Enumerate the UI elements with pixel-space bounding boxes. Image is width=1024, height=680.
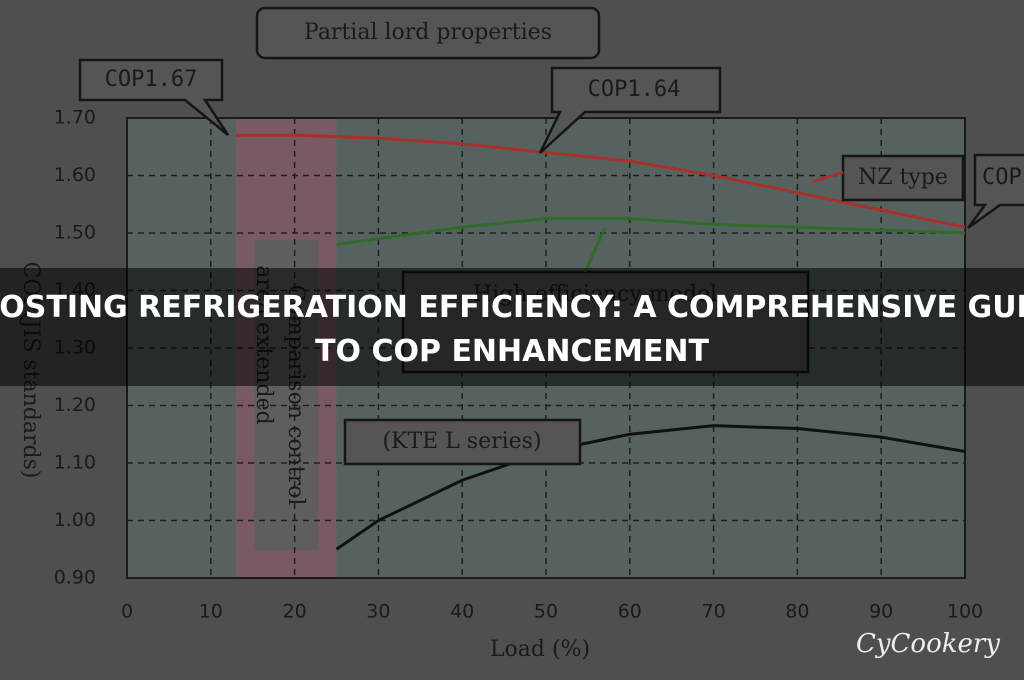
series-line bbox=[335, 424, 966, 551]
x-tick-label: 30 bbox=[366, 601, 390, 623]
x-tick-label: 80 bbox=[785, 601, 809, 623]
arrow bbox=[583, 227, 607, 273]
y-tick-label: 1.70 bbox=[54, 107, 96, 129]
watermark: CyCookery bbox=[856, 629, 1000, 659]
headline-line: BOOSTING REFRIGERATION EFFICIENCY: A COM… bbox=[0, 290, 1024, 325]
title-box bbox=[255, 6, 601, 60]
series-label-box bbox=[841, 154, 965, 202]
x-tick-label: 90 bbox=[869, 601, 893, 623]
series-label-box bbox=[343, 418, 582, 466]
y-tick-label: 1.60 bbox=[54, 164, 96, 186]
headline: BOOSTING REFRIGERATION EFFICIENCY: A COM… bbox=[0, 290, 1024, 369]
y-tick-label: 1.50 bbox=[54, 222, 96, 244]
annotation: COP1.64 bbox=[588, 77, 681, 102]
series-label: (KTE L series) bbox=[382, 429, 541, 454]
x-tick-label: 60 bbox=[618, 601, 642, 623]
callout bbox=[538, 66, 722, 154]
series-label: NZ type bbox=[858, 165, 948, 190]
x-tick-label: 50 bbox=[534, 601, 558, 623]
callout bbox=[78, 58, 230, 136]
x-tick-label: 10 bbox=[199, 601, 223, 623]
annotation: COP1.67 bbox=[105, 67, 198, 92]
y-tick-label: 1.00 bbox=[54, 509, 96, 531]
x-axis-label: Load (%) bbox=[490, 637, 590, 662]
series-line bbox=[336, 217, 966, 246]
annotation: COP bbox=[982, 165, 1022, 190]
callout bbox=[966, 153, 1024, 230]
y-tick-label: 1.10 bbox=[54, 452, 96, 474]
series-line bbox=[235, 133, 966, 229]
y-tick-label: 1.20 bbox=[54, 394, 96, 416]
x-tick-label: 20 bbox=[283, 601, 307, 623]
x-tick-label: 100 bbox=[947, 601, 983, 623]
arrow bbox=[811, 170, 844, 184]
y-tick-label: 0.90 bbox=[54, 567, 96, 589]
x-tick-label: 40 bbox=[450, 601, 474, 623]
chart-title: Partial lord properties bbox=[304, 20, 552, 45]
x-tick-label: 70 bbox=[702, 601, 726, 623]
headline-band bbox=[0, 268, 1024, 386]
x-tick-label: 0 bbox=[121, 601, 133, 623]
headline-line: TO COP ENHANCEMENT bbox=[315, 334, 709, 369]
